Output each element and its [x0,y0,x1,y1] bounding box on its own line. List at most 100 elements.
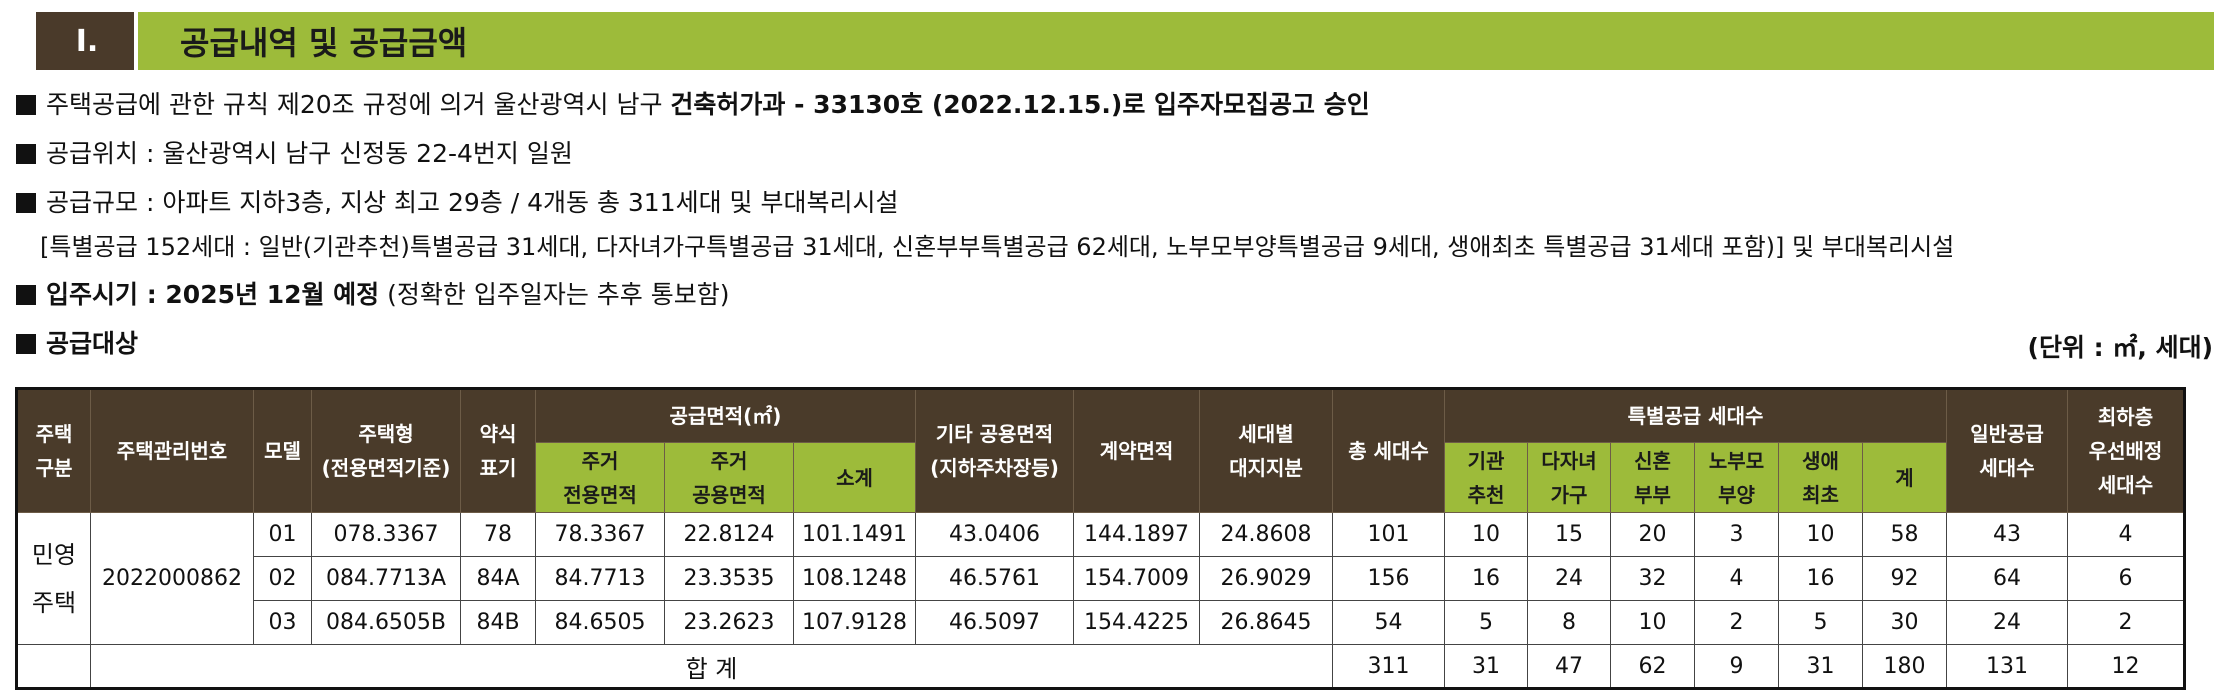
table-cell: 5 [1778,600,1863,645]
table-cell: 23.3535 [664,556,794,601]
table-cell: 84B [460,600,536,645]
total-cell: 31 [1778,644,1863,689]
table-cell: 26.8645 [1199,600,1333,645]
table-cell: 46.5761 [915,556,1074,601]
col-header-land-share: 세대별 대지지분 [1199,388,1333,513]
table-cell: 16 [1778,556,1863,601]
table-cell: 5 [1444,600,1528,645]
table-cell: 32 [1610,556,1695,601]
table-cell: 43.0406 [915,512,1074,557]
section-header: I. 공급내역 및 공급금액 [36,12,2216,70]
table-cell: 101.1491 [793,512,916,557]
square-bullet-icon [16,334,36,354]
table-cell: 10 [1444,512,1528,557]
col-header-subtotal: 소계 [793,442,916,513]
table-cell: 108.1248 [793,556,916,601]
section-title: 공급내역 및 공급금액 [134,12,2214,70]
col-header-house-type: 주택형 (전용면적기준) [311,388,461,513]
col-header-general: 일반공급 세대수 [1946,388,2068,513]
col-header-supply-area: 공급면적(㎡) [535,388,916,443]
col-header-sp-first: 생애 최초 [1778,442,1863,513]
table-cell: 2 [1694,600,1779,645]
supply-table: 주택 구분 주택관리번호 모델 주택형 (전용면적기준) 약식 표기 공급면적(㎡) … [15,387,2186,690]
special-supply-line: [특별공급 152세대 : 일반(기관추천)특별공급 31세대, 다자녀가구특별… [40,233,1955,261]
table-cell: 54 [1332,600,1445,645]
col-header-common-area: 주거 공용면적 [664,442,794,513]
col-header-sp-multichild: 다자녀 가구 [1527,442,1611,513]
group-type-cell: 민영 주택 [16,512,91,645]
col-header-model: 모델 [253,388,312,513]
table-cell: 4 [1694,556,1779,601]
table-row: 02 084.7713A 84A 84.7713 23.3535 108.124… [17,556,2185,601]
table-cell: 01 [253,512,312,557]
table-cell: 22.8124 [664,512,794,557]
table-cell: 78.3367 [535,512,665,557]
table-cell: 30 [1862,600,1947,645]
col-header-other-common: 기타 공용면적 (지하주차장등) [915,388,1074,513]
table-cell: 03 [253,600,312,645]
table-cell: 16 [1444,556,1528,601]
table-cell: 10 [1610,600,1695,645]
table-cell: 107.9128 [793,600,916,645]
table-cell: 78 [460,512,536,557]
table-cell: 84A [460,556,536,601]
table-cell: 3 [1694,512,1779,557]
table-cell: 84.6505 [535,600,665,645]
table-cell: 101 [1332,512,1445,557]
table-cell: 43 [1946,512,2068,557]
table-cell: 154.4225 [1073,600,1200,645]
square-bullet-icon [16,193,36,213]
table-cell: 20 [1610,512,1695,557]
table-cell: 84.7713 [535,556,665,601]
col-header-sp-sum: 계 [1862,442,1947,513]
table-cell: 02 [253,556,312,601]
col-header-contract-area: 계약면적 [1073,388,1200,513]
col-header-type: 주택 구분 [16,388,91,513]
table-row: 민영 주택 2022000862 01 078.3367 78 78.3367 2… [16,512,2185,645]
table-cell: 58 [1862,512,1947,557]
col-header-total-units: 총 세대수 [1332,388,1445,513]
table-cell: 15 [1527,512,1611,557]
table-cell: 8 [1527,600,1611,645]
section-number: I. [36,12,138,70]
table-row: 03 084.6505B 84B 84.6505 23.2623 107.912… [17,600,2185,645]
col-header-sp-agency: 기관 추천 [1444,442,1528,513]
total-cell: 62 [1610,644,1695,689]
table-cell: 144.1897 [1073,512,1200,557]
table-cell: 084.6505B [311,600,461,645]
approval-line: 주택공급에 관한 규칙 제20조 규정에 의거 울산광역시 남구 건축허가과 -… [16,89,1370,121]
table-cell: 64 [1946,556,2068,601]
table-cell: 92 [1862,556,1947,601]
col-header-lowest-floor: 최하층 우선배정 세대수 [2067,388,2185,513]
col-header-excl-area: 주거 전용면적 [535,442,665,513]
square-bullet-icon [16,95,36,115]
group-mgmt-no-cell: 2022000862 [90,512,254,645]
total-label: 합 계 [90,644,1333,689]
total-blank-cell [16,644,91,689]
total-cell: 180 [1862,644,1947,689]
scale-line: 공급규모 : 아파트 지하3층, 지상 최고 29층 / 4개동 총 311세대… [16,187,899,219]
table-cell: 24.8608 [1199,512,1333,557]
table-cell: 23.2623 [664,600,794,645]
table-cell: 46.5097 [915,600,1074,645]
table-cell: 154.7009 [1073,556,1200,601]
col-header-sp-parents: 노부모 부양 [1694,442,1779,513]
table-cell: 24 [1946,600,2068,645]
location-line: 공급위치 : 울산광역시 남구 신정동 22-4번지 일원 [16,138,573,170]
square-bullet-icon [16,285,36,305]
table-cell: 078.3367 [311,512,461,557]
total-cell: 311 [1332,644,1445,689]
square-bullet-icon [16,144,36,164]
total-cell: 31 [1444,644,1528,689]
table-cell: 24 [1527,556,1611,601]
table-cell: 10 [1778,512,1863,557]
col-header-sp-newlywed: 신혼 부부 [1610,442,1695,513]
total-cell: 131 [1946,644,2068,689]
total-cell: 47 [1527,644,1611,689]
col-header-abbr: 약식 표기 [460,388,536,513]
col-header-special: 특별공급 세대수 [1444,388,1947,443]
table-cell: 4 [2067,512,2185,557]
total-cell: 9 [1694,644,1779,689]
total-cell: 12 [2067,644,2185,689]
unit-label: (단위 : ㎡, 세대) [2027,333,2213,362]
